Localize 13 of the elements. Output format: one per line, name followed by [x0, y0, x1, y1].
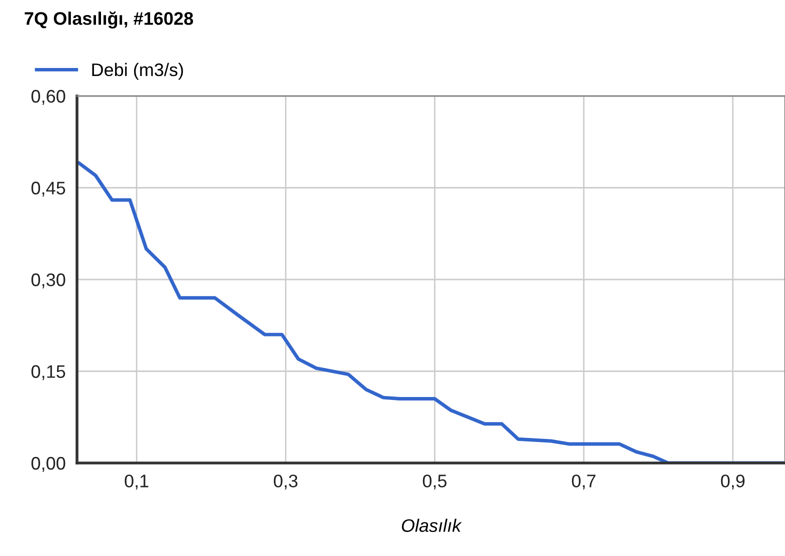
- legend-label: Debi (m3/s): [92, 62, 183, 80]
- y-tick-label: 0,15: [31, 365, 66, 380]
- x-tick-label: 0,1: [124, 474, 148, 490]
- chart-title: 7Q Olasılığı, #16028: [24, 11, 194, 29]
- x-tick-label: 0,9: [720, 474, 745, 490]
- x-tick-label: 0,7: [572, 474, 596, 490]
- x-axis-title: Olasılık: [402, 518, 462, 532]
- y-tick-label: 0,30: [31, 273, 66, 288]
- y-tick-label: 0,60: [31, 90, 66, 105]
- x-tick-label: 0,5: [422, 474, 447, 490]
- y-tick-label: 0,00: [31, 456, 66, 472]
- x-tick-label: 0,3: [274, 474, 298, 490]
- y-tick-label: 0,45: [31, 182, 66, 197]
